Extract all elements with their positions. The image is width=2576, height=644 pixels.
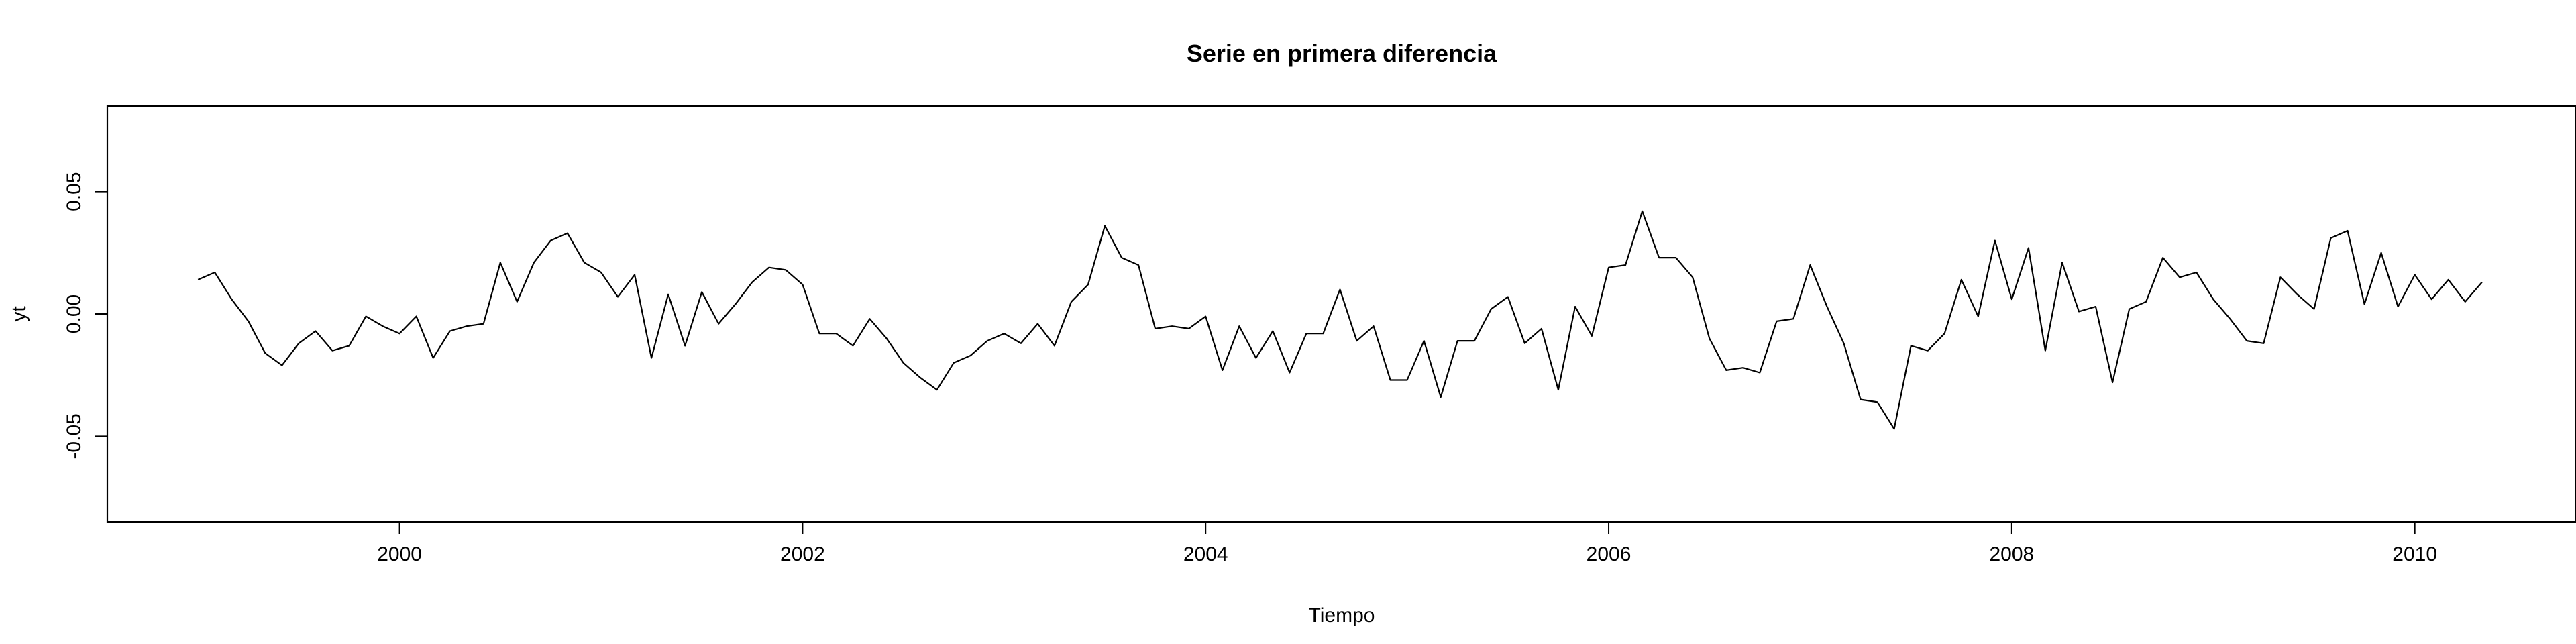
x-tick-label: 2002 bbox=[780, 543, 825, 566]
x-tick-label: 2004 bbox=[1183, 543, 1228, 566]
series-line bbox=[197, 210, 2483, 430]
x-axis: 2000 2002 2004 2006 2008 2010 bbox=[377, 521, 2437, 566]
chart-title: Serie en primera diferencia bbox=[1187, 40, 1497, 67]
x-tick-label: 2010 bbox=[2392, 543, 2437, 566]
y-tick-label: -0.05 bbox=[63, 413, 85, 459]
y-tick-label: 0.00 bbox=[63, 294, 85, 333]
series-group bbox=[197, 210, 2483, 430]
plot-frame bbox=[106, 105, 2576, 523]
x-axis-label: Tiempo bbox=[1309, 604, 1375, 627]
x-tick-label: 2008 bbox=[1989, 543, 2034, 566]
y-axis-label: yt bbox=[8, 306, 30, 322]
x-tick-label: 2006 bbox=[1587, 543, 1631, 566]
y-axis: -0.05 0.00 0.05 bbox=[63, 172, 108, 460]
y-tick-label: 0.05 bbox=[63, 172, 85, 211]
x-tick-label: 2000 bbox=[377, 543, 422, 566]
